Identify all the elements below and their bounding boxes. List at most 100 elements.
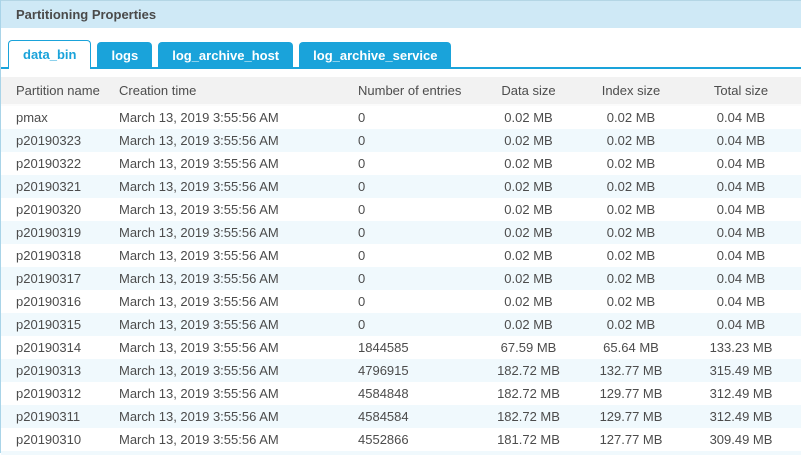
cell-data-size: 0.02 MB <box>504 294 553 309</box>
cell-entries: 4552866 <box>358 432 409 447</box>
table-row: p20190318 March 13, 2019 3:55:56 AM 0 0.02 … <box>1 244 801 267</box>
cell-entries: 4796915 <box>346 359 476 382</box>
cell-partition-name: p20190318 <box>16 248 82 263</box>
cell-partition-name: pmax <box>16 110 48 125</box>
cell-creation-time: March 13, 2019 3:55:56 AM <box>104 175 346 198</box>
table-row: p20190321 March 13, 2019 3:55:56 AM 0 0.02 … <box>1 175 801 198</box>
column-header-partition-name: Partition name <box>1 77 104 106</box>
table-row: p20190322 March 13, 2019 3:55:56 AM 0 0.02 … <box>1 152 801 175</box>
cell-data-size: 0.02 MB <box>476 313 581 336</box>
cell-data-size: 182.72 MB <box>497 386 560 401</box>
cell-creation-time: March 13, 2019 3:55:56 AM <box>119 110 279 125</box>
cell-partition-name: p20190315 <box>1 313 104 336</box>
cell-data-size: 0.02 MB <box>504 248 553 263</box>
partition-table: Partition name Creation time Number of e… <box>1 77 801 451</box>
cell-total-size: 312.49 MB <box>681 405 801 428</box>
cell-partition-name: p20190322 <box>16 156 82 171</box>
cell-total-size: 0.04 MB <box>716 248 766 263</box>
cell-creation-time: March 13, 2019 3:55:56 AM <box>119 386 279 401</box>
cell-index-size: 0.02 MB <box>606 294 656 309</box>
cell-partition-name: p20190313 <box>1 359 104 382</box>
cell-data-size: 67.59 MB <box>500 340 557 355</box>
cell-data-size: 182.72 MB <box>476 359 581 382</box>
table-row: p20190320 March 13, 2019 3:55:56 AM 0 0.02 … <box>1 198 801 221</box>
table-row: pmax March 13, 2019 3:55:56 AM 0 0.02 MB 0.0… <box>1 105 801 129</box>
table-row: p20190312 March 13, 2019 3:55:56 AM 458484… <box>1 382 801 405</box>
tab-data_bin[interactable]: data_bin <box>8 40 92 69</box>
cell-data-size: 0.02 MB <box>476 129 581 152</box>
cell-creation-time: March 13, 2019 3:55:56 AM <box>104 405 346 428</box>
table-row: p20190311 March 13, 2019 3:55:56 AM 458458… <box>1 405 801 428</box>
cell-data-size: 0.02 MB <box>504 202 553 217</box>
cell-partition-name: p20190312 <box>16 386 82 401</box>
cell-creation-time: March 13, 2019 3:55:56 AM <box>104 129 346 152</box>
column-header-data-size: Data size <box>476 77 581 106</box>
cell-total-size: 0.04 MB <box>681 175 801 198</box>
cell-creation-time: March 13, 2019 3:55:56 AM <box>104 359 346 382</box>
cell-total-size: 133.23 MB <box>709 340 773 355</box>
cell-partition-name: p20190310 <box>16 432 82 447</box>
cell-index-size: 0.02 MB <box>606 156 656 171</box>
cell-data-size: 0.02 MB <box>476 175 581 198</box>
table-header-row: Partition name Creation time Number of e… <box>1 77 801 106</box>
cell-data-size: 0.02 MB <box>504 110 553 125</box>
cell-partition-name: p20190311 <box>1 405 104 428</box>
cell-index-size: 129.77 MB <box>581 405 681 428</box>
cell-entries: 0 <box>358 156 366 171</box>
tab-bar: data_bin logs log_archive_host log_archive_… <box>1 40 801 69</box>
cell-creation-time: March 13, 2019 3:55:56 AM <box>104 267 346 290</box>
cell-total-size: 0.04 MB <box>681 267 801 290</box>
table-row: p20190310 March 13, 2019 3:55:56 AM 455286… <box>1 428 801 451</box>
cell-data-size: 0.02 MB <box>476 267 581 290</box>
cell-entries: 0 <box>358 202 366 217</box>
table-row: p20190323 March 13, 2019 3:55:56 AM 0 0.02 … <box>1 129 801 152</box>
tab-logs[interactable]: logs <box>97 42 153 69</box>
cell-partition-name: p20190320 <box>16 202 82 217</box>
cell-partition-name: p20190316 <box>16 294 82 309</box>
cell-partition-name: p20190323 <box>1 129 104 152</box>
cell-index-size: 65.64 MB <box>603 340 659 355</box>
column-header-index-size: Index size <box>581 77 681 106</box>
cell-index-size: 132.77 MB <box>581 359 681 382</box>
table-row: p20190313 March 13, 2019 3:55:56 AM 479691… <box>1 359 801 382</box>
table-row: p20190319 March 13, 2019 3:55:56 AM 0 0.02 … <box>1 221 801 244</box>
cell-total-size: 0.04 MB <box>716 156 766 171</box>
cell-creation-time: March 13, 2019 3:55:56 AM <box>119 432 279 447</box>
next-row-sliver <box>1 451 801 455</box>
cell-data-size: 0.02 MB <box>476 221 581 244</box>
cell-index-size: 0.02 MB <box>581 129 681 152</box>
cell-total-size: 0.04 MB <box>681 221 801 244</box>
cell-index-size: 129.77 MB <box>599 386 663 401</box>
cell-index-size: 127.77 MB <box>599 432 663 447</box>
cell-creation-time: March 13, 2019 3:55:56 AM <box>119 294 279 309</box>
cell-entries: 0 <box>346 267 476 290</box>
table-row: p20190315 March 13, 2019 3:55:56 AM 0 0.02 … <box>1 313 801 336</box>
column-header-entries: Number of entries <box>346 77 476 106</box>
cell-entries: 4584584 <box>346 405 476 428</box>
cell-total-size: 0.04 MB <box>716 110 766 125</box>
cell-entries: 4584848 <box>358 386 409 401</box>
cell-index-size: 0.02 MB <box>606 202 656 217</box>
cell-entries: 0 <box>346 129 476 152</box>
table-row: p20190316 March 13, 2019 3:55:56 AM 0 0.02 … <box>1 290 801 313</box>
cell-total-size: 0.04 MB <box>716 294 766 309</box>
cell-creation-time: March 13, 2019 3:55:56 AM <box>119 248 279 263</box>
table-body: pmax March 13, 2019 3:55:56 AM 0 0.02 MB 0.0… <box>1 105 801 451</box>
table-row: p20190317 March 13, 2019 3:55:56 AM 0 0.02 … <box>1 267 801 290</box>
cell-index-size: 0.02 MB <box>581 175 681 198</box>
cell-total-size: 0.04 MB <box>681 129 801 152</box>
cell-partition-name: p20190321 <box>1 175 104 198</box>
table-row: p20190314 March 13, 2019 3:55:56 AM 184458… <box>1 336 801 359</box>
cell-entries: 1844585 <box>358 340 409 355</box>
cell-total-size: 0.04 MB <box>716 202 766 217</box>
cell-creation-time: March 13, 2019 3:55:56 AM <box>104 313 346 336</box>
cell-total-size: 312.49 MB <box>709 386 773 401</box>
cell-creation-time: March 13, 2019 3:55:56 AM <box>119 156 279 171</box>
cell-partition-name: p20190317 <box>1 267 104 290</box>
cell-entries: 0 <box>358 110 366 125</box>
cell-data-size: 0.02 MB <box>504 156 553 171</box>
cell-creation-time: March 13, 2019 3:55:56 AM <box>104 221 346 244</box>
tab-log_archive_service[interactable]: log_archive_service <box>299 42 452 69</box>
tab-log_archive_host[interactable]: log_archive_host <box>158 42 294 69</box>
